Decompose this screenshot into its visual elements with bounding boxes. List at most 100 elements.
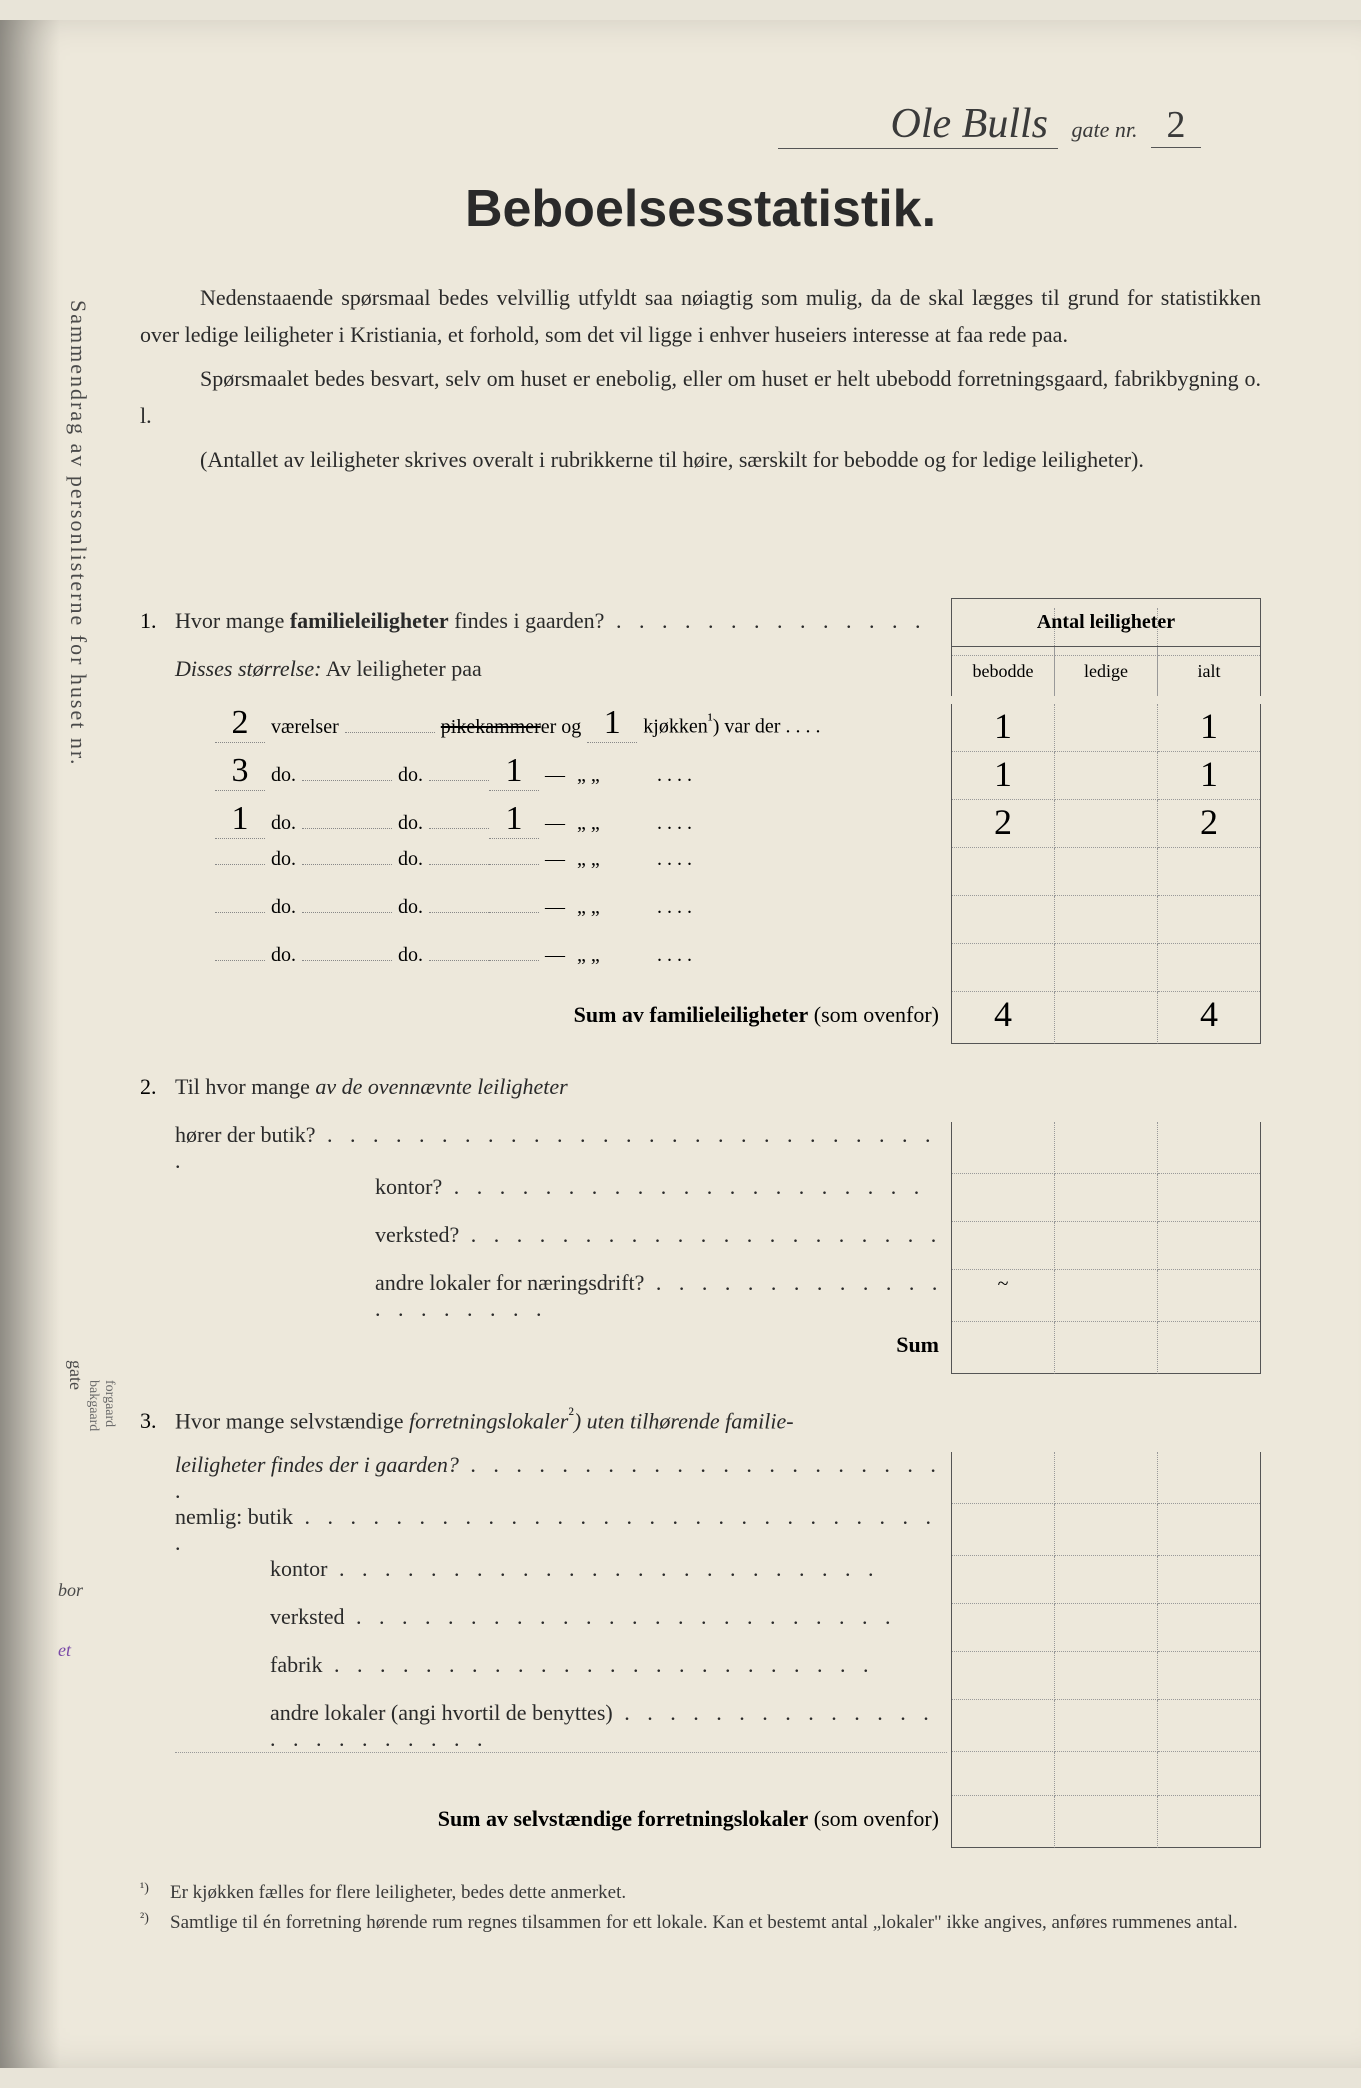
intro-p1: Nedenstaaende spørsmaal bedes velvillig …	[140, 279, 1261, 354]
margin-forgaard: forgaard bakgaard	[85, 1380, 117, 1431]
q3-nemlig-label: nemlig:	[175, 1504, 242, 1529]
q1-sum-row: Sum av familieleiligheter (som ovenfor) …	[140, 992, 1261, 1044]
footnote-2: ²) Samtlige til én forretning hørende ru…	[140, 1908, 1261, 1938]
q1-sum-bold: Sum av familieleiligheter	[574, 1002, 809, 1027]
size-row: do.do.—„ „ . . . .	[140, 944, 1261, 992]
q2-line2-text: hører der butik?	[175, 1122, 316, 1147]
size-row: 1 do.do.1—„ „ . . . . 22	[140, 800, 1261, 848]
q1-subtitle: Disses størrelse: Av leiligheter paa	[175, 656, 951, 682]
intro-p3: (Antallet av leiligheter skrives overalt…	[140, 441, 1261, 478]
q1-text-b: findes i gaarden?	[449, 608, 605, 633]
intro-p2: Spørsmaalet bedes besvart, selv om huset…	[140, 360, 1261, 435]
size-row: do.do.—„ „ . . . .	[140, 848, 1261, 896]
count-header-cols: bebodde ledige ialt	[952, 647, 1260, 696]
table-area: Antal leiligheter bebodde ledige ialt 1.…	[140, 608, 1261, 1848]
q2-sum-cells	[951, 1322, 1261, 1374]
q3-item-row: fabrik . . . . . . . . . . . . . . . . .…	[140, 1652, 1261, 1700]
q3-nemlig-row: nemlig: butik . . . . . . . . . . . . . …	[140, 1504, 1261, 1556]
q3-cells-head	[951, 1452, 1261, 1504]
q3-nemlig: nemlig: butik . . . . . . . . . . . . . …	[175, 1504, 951, 1556]
size-row: do.do.—„ „ . . . .	[140, 896, 1261, 944]
footnote-1: ¹) Er kjøkken fælles for flere leilighet…	[140, 1878, 1261, 1908]
header-line: Ole Bulls gate nr. 2	[140, 100, 1261, 149]
fn1-text: Er kjøkken fælles for flere leiligheter,…	[170, 1878, 626, 1908]
q2-italic: av de ovennævnte leiligheter	[315, 1074, 567, 1099]
dots: . . . . . . . . . . . . . .	[604, 608, 926, 633]
q3-cells-extra	[951, 1752, 1261, 1796]
q1-num: 1.	[140, 608, 175, 634]
forgaard-label: forgaard	[102, 1380, 117, 1427]
q2-sum-row: Sum	[140, 1322, 1261, 1374]
page-title: Beboelsesstatistik.	[140, 179, 1261, 239]
q3-t1c: ) uten tilhørende familie-	[574, 1408, 794, 1433]
q3-sum-label: Sum av selvstændige forretningslokaler (…	[140, 1796, 951, 1848]
q2-cells-0	[951, 1122, 1261, 1174]
q1-sum-cells: 4 4	[951, 992, 1261, 1044]
street-name: Ole Bulls	[778, 100, 1058, 149]
col-ialt: ialt	[1158, 647, 1260, 696]
q1-bold: familieleiligheter	[290, 608, 449, 633]
q2-row2: hører der butik? . . . . . . . . . . . .…	[140, 1122, 1261, 1174]
size-row: 3 do.do.1—„ „ . . . . 11	[140, 752, 1261, 800]
col-ledige: ledige	[1055, 647, 1158, 696]
document-page: Sammendrag av personlisterne for huset n…	[0, 20, 1361, 2068]
fn2-text: Samtlige til én forretning hørende rum r…	[170, 1908, 1238, 1938]
q2-items: kontor? . . . . . . . . . . . . . . . . …	[140, 1174, 1261, 1322]
q3-sum-paren: (som ovenfor)	[808, 1806, 939, 1831]
col-bebodde: bebodde	[952, 647, 1055, 696]
q1-sum-paren: (som ovenfor)	[808, 1002, 939, 1027]
q3-dotted-row	[140, 1752, 1261, 1796]
q3-sum-bold: Sum av selvstændige forretningslokaler	[438, 1806, 809, 1831]
q2-text: Til hvor mange av de ovennævnte leilighe…	[175, 1074, 951, 1100]
q3-row2: leiligheter findes der i gaarden? . . . …	[140, 1452, 1261, 1504]
sum-bebodde: 4	[952, 992, 1055, 1044]
q3-t1: Hvor mange selvstændige	[175, 1408, 409, 1433]
question-2: 2. Til hvor mange av de ovennævnte leili…	[140, 1074, 1261, 1374]
fn2-mark: ²)	[140, 1908, 170, 1938]
q1-sub-italic: Disses størrelse:	[175, 656, 321, 681]
q3-dotted-line	[175, 1752, 947, 1753]
q3-item-row: kontor . . . . . . . . . . . . . . . . .…	[140, 1556, 1261, 1604]
q2-line2: hører der butik? . . . . . . . . . . . .…	[175, 1122, 951, 1174]
q3-num: 3.	[140, 1408, 175, 1434]
intro-text: Nedenstaaende spørsmaal bedes velvillig …	[140, 279, 1261, 478]
q2-row1: 2. Til hvor mange av de ovennævnte leili…	[140, 1074, 1261, 1122]
fn1-mark: ¹)	[140, 1878, 170, 1908]
margin-bor: bor	[58, 1580, 83, 1601]
margin-gate-label: gate	[65, 1360, 86, 1390]
count-header-title: Antal leiligheter	[952, 599, 1260, 647]
q3-row1: 3. Hvor mange selvstændige forretningslo…	[140, 1404, 1261, 1452]
q1-sub-rest: Av leiligheter paa	[321, 656, 481, 681]
q2-item-row: andre lokaler for næringsdrift? . . . . …	[140, 1270, 1261, 1322]
bakgaard-label: bakgaard	[86, 1380, 101, 1431]
binding-shadow	[0, 20, 60, 2068]
q2-item-row: kontor? . . . . . . . . . . . . . . . . …	[140, 1174, 1261, 1222]
question-3: 3. Hvor mange selvstændige forretningslo…	[140, 1404, 1261, 1848]
q1-sum-label: Sum av familieleiligheter (som ovenfor)	[140, 992, 951, 1044]
q3-cells-0	[951, 1504, 1261, 1556]
q3-line2: leiligheter findes der i gaarden? . . . …	[175, 1452, 951, 1504]
gate-nr-label: gate nr.	[1072, 117, 1138, 142]
q3-sum-row: Sum av selvstændige forretningslokaler (…	[140, 1796, 1261, 1848]
q3-line2-text: leiligheter findes der i gaarden?	[175, 1452, 459, 1477]
q2-sum-label: Sum	[140, 1322, 951, 1374]
size-rows-container: 2 værelserpikekammerer og1kjøkken¹) var …	[140, 704, 1261, 992]
q3-text: Hvor mange selvstændige forretningslokal…	[175, 1404, 951, 1434]
q3-item-0: butik	[248, 1504, 293, 1529]
gate-nr-value: 2	[1151, 103, 1201, 148]
q2-t1: Til hvor mange	[175, 1074, 315, 1099]
footnotes: ¹) Er kjøkken fælles for flere leilighet…	[140, 1878, 1261, 1939]
q2-num: 2.	[140, 1074, 175, 1100]
margin-vertical-text: Sammendrag av personlisterne for huset n…	[65, 300, 91, 766]
size-row: 2 værelserpikekammerer og1kjøkken¹) var …	[140, 704, 1261, 752]
q3-italic: forretningslokaler	[409, 1408, 568, 1433]
sum-ledige	[1055, 992, 1158, 1044]
q3-items: kontor . . . . . . . . . . . . . . . . .…	[140, 1556, 1261, 1752]
sum-ialt: 4	[1158, 992, 1260, 1044]
q1-text: Hvor mange familieleiligheter findes i g…	[175, 608, 951, 634]
count-table-header: Antal leiligheter bebodde ledige ialt	[951, 598, 1261, 696]
q3-item-row: andre lokaler (angi hvortil de benyttes)…	[140, 1700, 1261, 1752]
q1-text-a: Hvor mange	[175, 608, 290, 633]
q2-item-row: verksted? . . . . . . . . . . . . . . . …	[140, 1222, 1261, 1270]
margin-et: et	[58, 1640, 71, 1661]
